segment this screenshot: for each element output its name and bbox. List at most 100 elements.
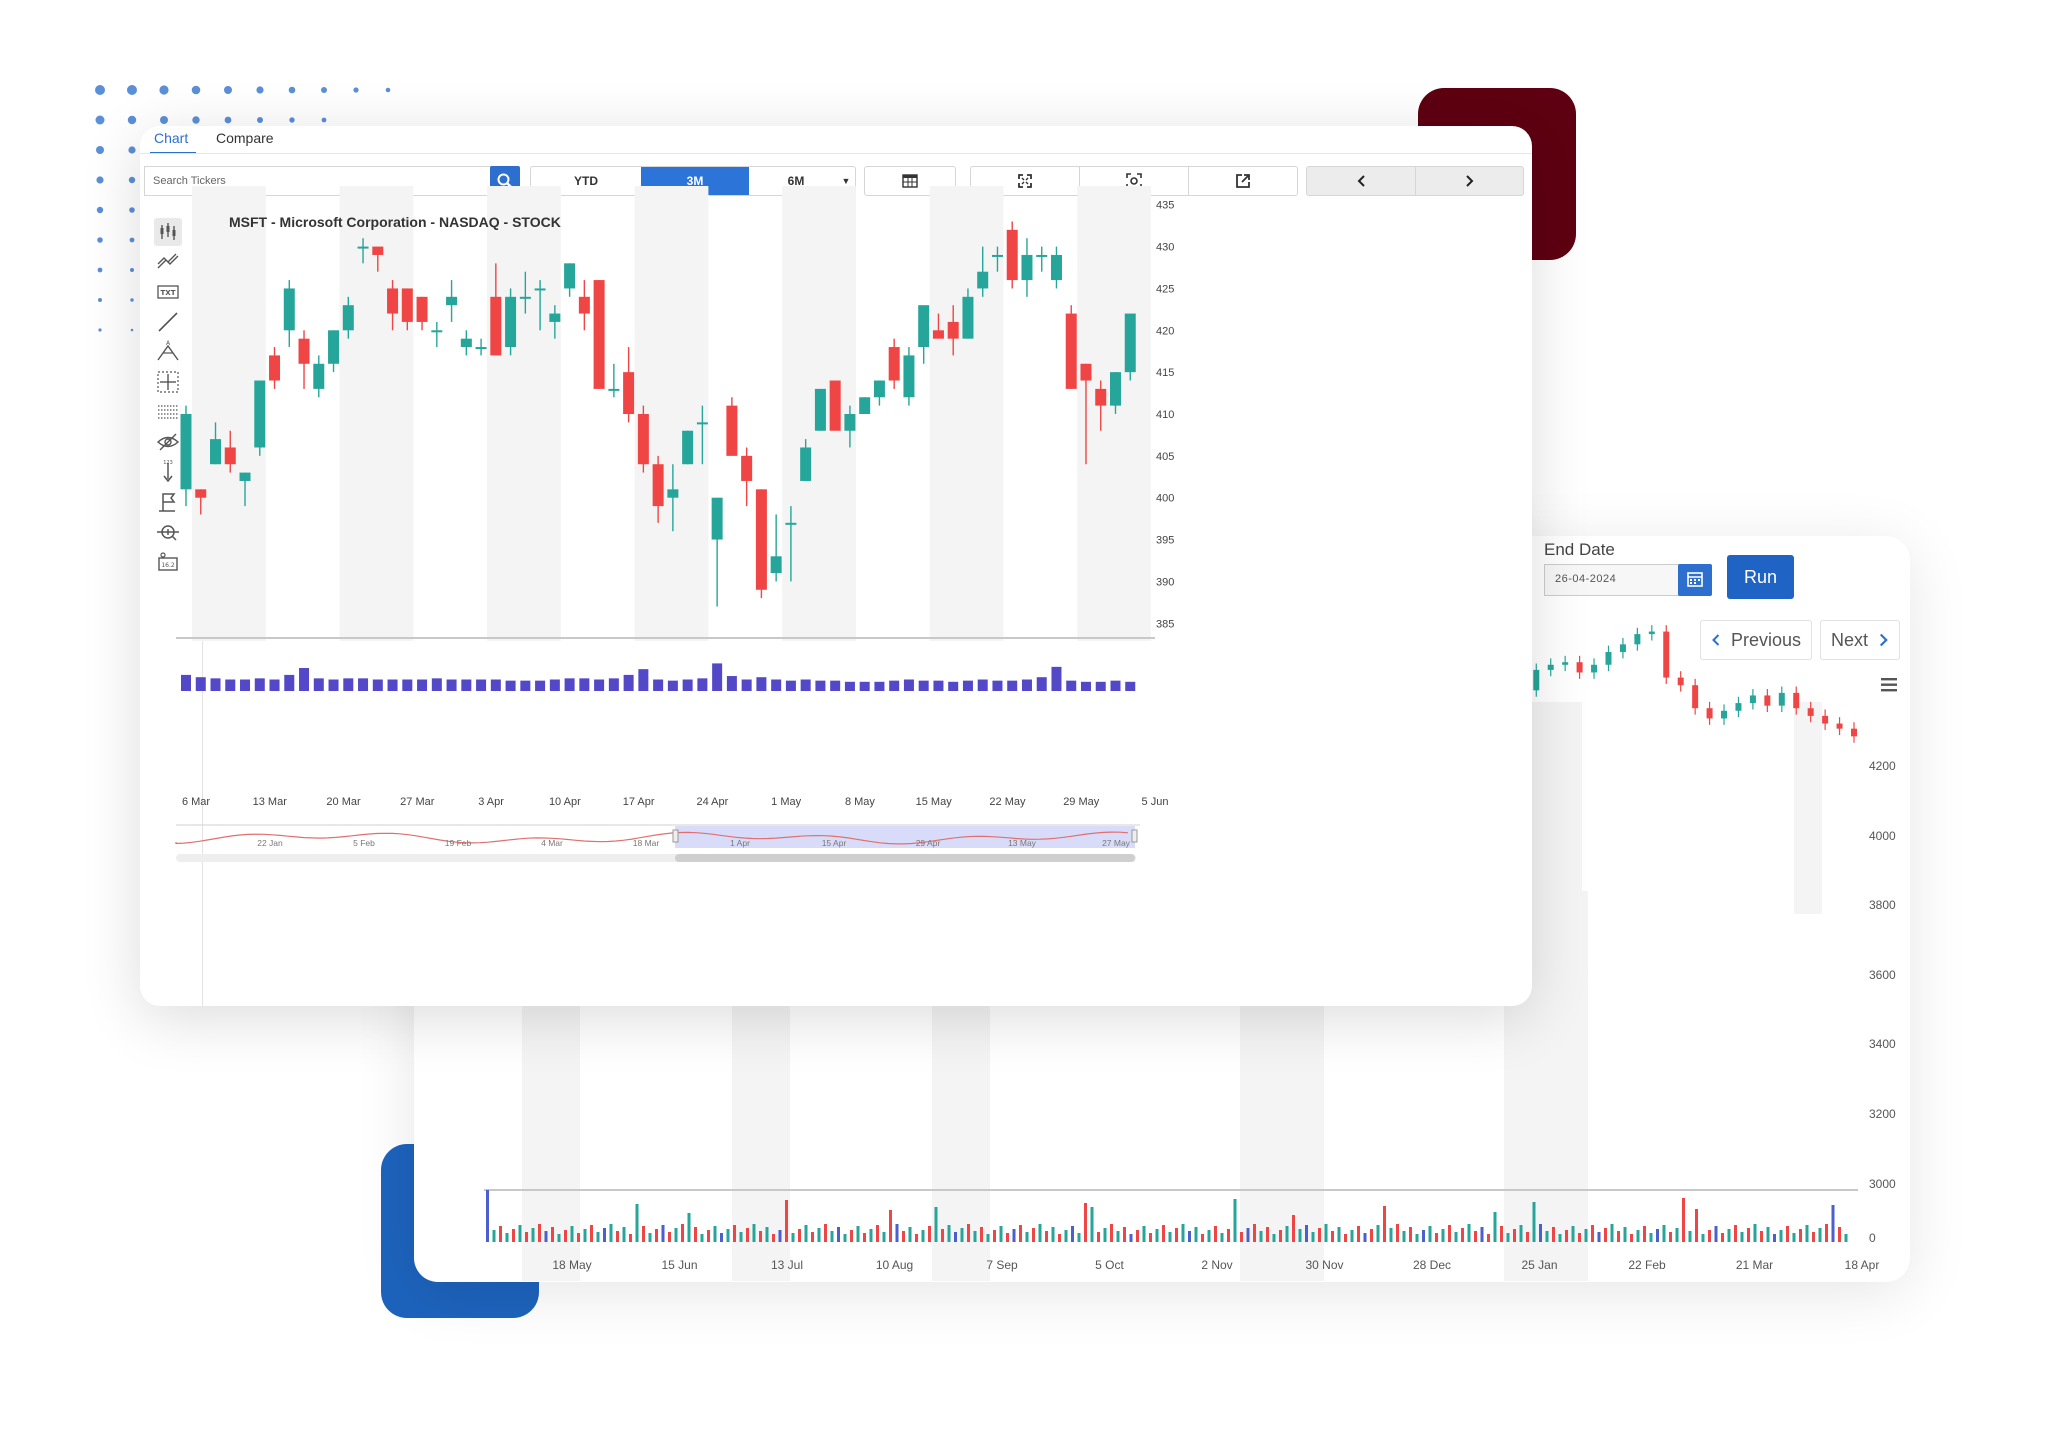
x-tick-label: 2 Nov [1201,1258,1232,1272]
x-tick-label: 18 May [552,1258,591,1272]
previous-label: Previous [1730,629,1801,650]
y-tick-label: 0 [1869,1231,1876,1245]
volume-bar [557,1234,561,1242]
date-table-button[interactable] [864,166,956,196]
candle-body [903,355,915,398]
end-date-field[interactable]: 26-04-2024 [1544,564,1700,596]
candle-body [977,271,989,289]
candle-body [549,313,561,322]
volume-bar [1513,1229,1516,1242]
run-button[interactable]: Run [1727,555,1794,599]
pager-next-button[interactable] [1416,167,1524,195]
end-date-label: End Date [1544,540,1615,559]
volume-bar [1201,1234,1204,1242]
vertical-line-tool-icon[interactable]: 123 [154,458,182,486]
volume-bar [1461,1228,1464,1242]
screenshot-button[interactable] [1080,167,1188,195]
candle-body [932,330,944,339]
candle-body [372,246,384,255]
tab-chart[interactable]: Chart [154,130,189,146]
candle-body [195,489,207,498]
volume-bar [746,1228,749,1242]
price-label-tool-icon[interactable]: 16.2 [154,548,182,576]
volume-bar [655,1229,658,1242]
volume-bar [824,1224,827,1242]
volume-bar [518,1225,522,1242]
y-tick-label: 410 [1156,409,1174,421]
volume-bar [1363,1233,1367,1242]
volume-bar [674,1228,678,1242]
candle-body [844,414,856,431]
fullscreen-button[interactable] [971,167,1079,195]
volume-bar [1838,1227,1841,1242]
volume-bar [1422,1230,1425,1242]
range-6m-button[interactable]: 6M [787,174,805,188]
volume-bar [629,1234,632,1242]
volume-bar [1415,1234,1419,1242]
x-tick-label: 13 Jul [771,1258,803,1272]
volume-bar [1233,1199,1237,1242]
volume-bar [1799,1229,1802,1242]
range-ytd-button[interactable]: YTD [574,174,598,188]
volume-bar [830,1231,834,1242]
volume-bar [635,1204,639,1242]
volume-bar [667,680,678,691]
previous-button[interactable]: Previous [1700,620,1812,660]
volume-bar [739,1232,743,1242]
candle-body [387,288,399,314]
x-tick-label: 18 Apr [1845,1258,1880,1272]
navigator-tick-label: 1 Apr [730,838,750,848]
fullscreen-icon [1018,174,1032,188]
volume-bar [1110,1224,1113,1242]
candle-body [711,497,723,540]
svg-text:A: A [166,340,171,347]
volume-bar [1090,1207,1094,1242]
grid-tool-icon[interactable] [154,398,182,426]
hide-drawings-icon[interactable] [154,428,182,456]
volume-bar [1389,1228,1393,1242]
crosshair-tool-icon[interactable] [154,368,182,396]
navigator-tick-label: 13 May [1008,838,1037,848]
candle-body [667,489,679,498]
trend-lines-icon[interactable] [154,248,182,276]
candle-body [637,414,649,465]
volume-bar [756,677,767,691]
text-tool-icon[interactable]: TXT [154,278,182,306]
candle-body [401,288,413,322]
export-button[interactable] [1189,167,1297,195]
candlestick-type-icon[interactable] [154,218,182,246]
volume-bar [863,1233,866,1242]
next-button[interactable]: Next [1820,620,1900,660]
volume-bar [1669,1232,1672,1242]
volume-bar [1786,1226,1789,1242]
volume-bar [1441,1229,1445,1242]
volume-bar [882,1232,886,1242]
flag-tool-icon[interactable] [154,488,182,516]
volume-bar [682,679,693,691]
volume-bar [941,1229,944,1242]
navigator-tick-label: 19 Feb [445,838,472,848]
date-picker-button[interactable] [1678,564,1712,596]
volume-bar [1578,1233,1581,1242]
volume-bar [1721,1233,1724,1242]
candle-body [180,414,192,490]
navigator-tick-label: 29 Apr [916,838,941,848]
volume-bar [733,1225,736,1242]
hamburger-menu-icon[interactable] [1881,678,1899,692]
range-dropdown-caret-icon[interactable]: ▼ [841,176,851,186]
zoom-tool-icon[interactable] [154,518,182,546]
line-tool-icon[interactable] [154,308,182,336]
candle-body [1576,662,1583,673]
x-tick-label: 22 May [989,796,1026,808]
volume-bar [697,678,708,691]
volume-bar [830,680,841,691]
tab-compare[interactable]: Compare [216,130,274,146]
volume-bar [1110,680,1121,691]
fibonacci-tool-icon[interactable]: A [154,338,182,366]
pager-prev-button[interactable] [1307,167,1415,195]
x-tick-label: 29 May [1063,796,1100,808]
candle-body [224,447,236,465]
volume-bar [596,1232,600,1242]
candle-body [888,347,900,381]
navigator-scrollbar-thumb [675,854,1135,862]
